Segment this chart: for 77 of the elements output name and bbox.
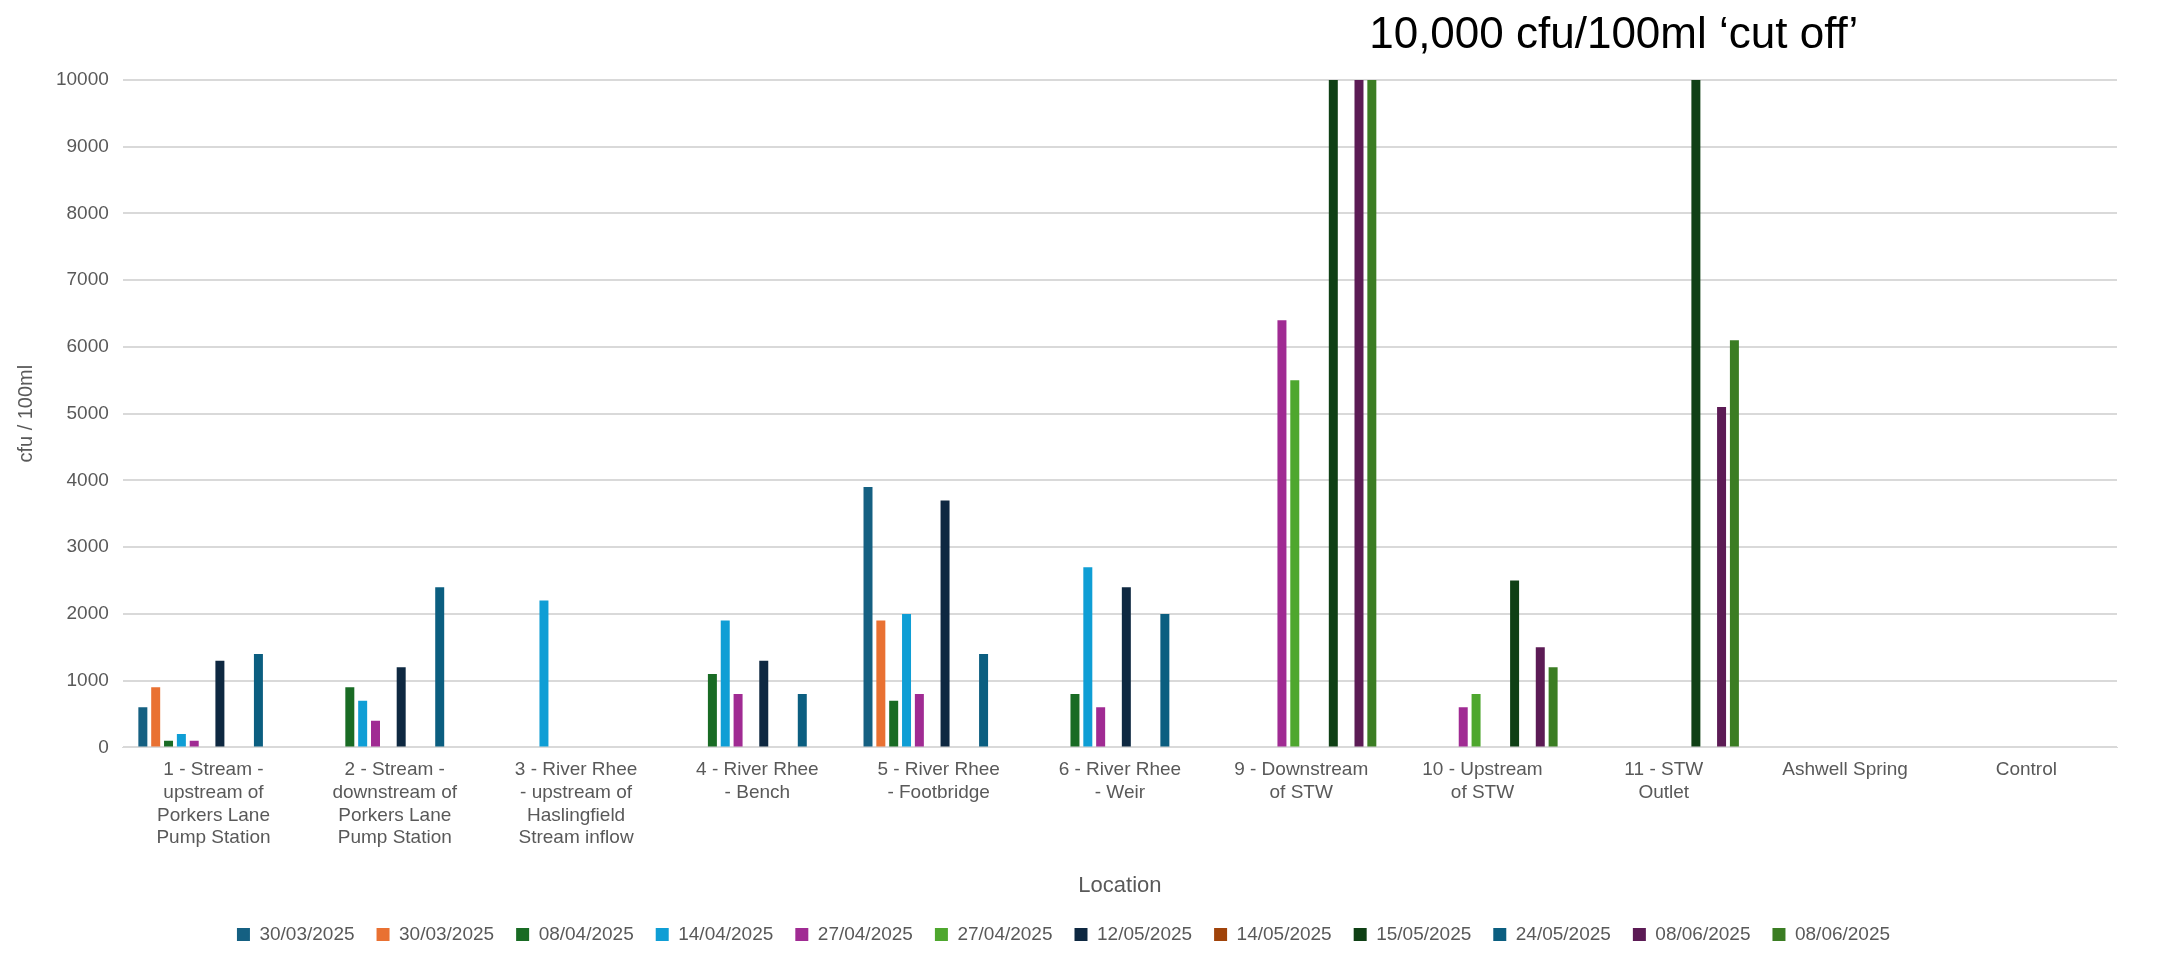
bar — [371, 720, 380, 747]
bar — [176, 734, 186, 747]
bar — [396, 667, 406, 747]
y-tick-label: 9000 — [66, 134, 109, 156]
x-tick-label: 5 - River Rhee - Footbridge — [877, 758, 1000, 802]
bar — [759, 660, 769, 747]
bar — [1717, 407, 1727, 747]
y-tick-label: 2000 — [66, 602, 109, 624]
legend-label: 14/05/2025 — [1236, 922, 1332, 944]
x-tick-label: 9 - Downstream of STW — [1234, 758, 1369, 802]
legend-label: 08/06/2025 — [1655, 922, 1751, 944]
x-tick-label: 1 - Stream - upstream of Porkers Lane Pump Station — [156, 758, 271, 848]
legend-label: 24/05/2025 — [1515, 922, 1611, 944]
bar — [138, 707, 148, 747]
bar — [733, 694, 743, 747]
bar — [1535, 647, 1545, 747]
bar — [720, 620, 730, 747]
x-tick-label: 6 - River Rhee - Weir — [1058, 758, 1182, 802]
bar — [1458, 707, 1468, 747]
x-tick-label: 11 - STW Outlet — [1624, 758, 1704, 802]
text: 10,000 cfu/100ml ‘cut off’ — [1369, 8, 1859, 58]
bar — [1096, 707, 1106, 747]
bar — [358, 700, 368, 747]
bar — [1121, 587, 1131, 747]
bar — [1083, 567, 1093, 747]
x-tick-label: Ashwell Spring — [1782, 758, 1908, 780]
y-tick-label: 1000 — [66, 668, 109, 690]
x-tick-label: 2 - Stream - downstream of Porkers Lane Pump Station — [332, 758, 458, 848]
bar — [876, 620, 886, 747]
bar — [1729, 340, 1739, 747]
bar — [914, 694, 924, 747]
bar — [1354, 80, 1364, 747]
legend-label: 14/04/2025 — [678, 922, 774, 944]
bar — [215, 660, 225, 747]
legend-label: 27/04/2025 — [817, 922, 913, 944]
bar — [1160, 613, 1170, 747]
y-axis-title: cfu / 100ml — [13, 364, 36, 463]
bar — [1367, 80, 1377, 747]
bar — [1548, 667, 1558, 747]
legend-label: 30/03/2025 — [399, 922, 495, 944]
legend-label: 15/05/2025 — [1376, 922, 1472, 944]
bar — [797, 694, 807, 747]
bar — [1691, 80, 1701, 747]
bar — [707, 673, 717, 747]
bar — [1290, 380, 1300, 747]
x-tick-label: 3 - River Rhee - upstream of Haslingfield Stream inflow — [514, 758, 638, 848]
bar — [1277, 320, 1287, 747]
bar — [539, 600, 549, 747]
y-tick-label: 6000 — [66, 335, 109, 357]
bar — [435, 587, 445, 747]
bar — [1328, 80, 1338, 747]
x-tick-label: 10 - Upstream of STW — [1422, 758, 1543, 802]
bar — [979, 653, 989, 747]
legend-label: 08/04/2025 — [538, 922, 634, 944]
legend-label: 30/03/2025 — [259, 922, 355, 944]
y-tick-label: 7000 — [66, 268, 109, 290]
bar — [345, 687, 355, 747]
x-tick-label: 4 - River Rhee - Bench — [696, 758, 819, 802]
y-tick-label: 4000 — [66, 468, 109, 490]
bar — [889, 700, 899, 747]
bar — [253, 653, 263, 747]
y-tick-label: 5000 — [66, 401, 109, 423]
legend-label: 08/06/2025 — [1794, 922, 1891, 944]
bar — [1070, 694, 1080, 747]
x-axis-title: Location — [1078, 871, 1162, 897]
legend-label: 27/04/2025 — [957, 922, 1053, 944]
y-tick-label: 3000 — [66, 535, 109, 557]
y-tick-label: 0 — [98, 735, 109, 757]
bar — [940, 500, 950, 747]
x-tick-label: Control — [1995, 758, 2057, 780]
bar — [902, 613, 912, 747]
y-tick-label: 10000 — [55, 68, 109, 90]
bar — [1471, 694, 1481, 747]
legend-label: 12/05/2025 — [1097, 922, 1193, 944]
y-tick-label: 8000 — [66, 201, 109, 223]
bar — [151, 687, 161, 747]
bar — [1510, 580, 1520, 747]
